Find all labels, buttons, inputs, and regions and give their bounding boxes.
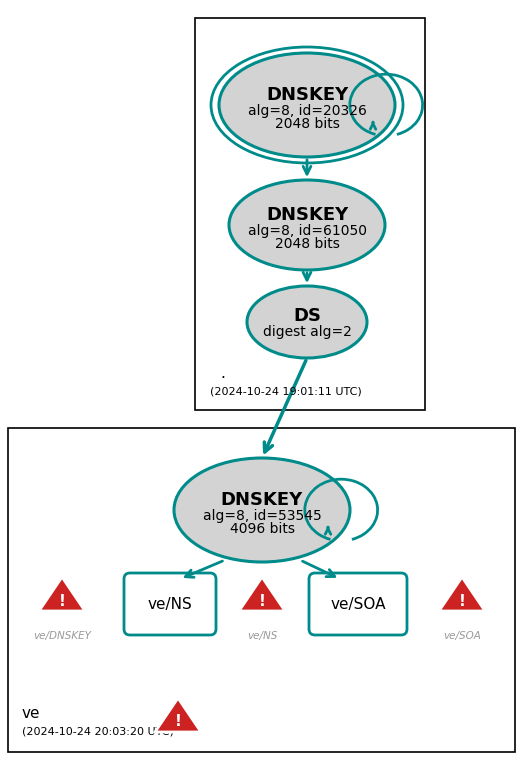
- Text: alg=8, id=20326: alg=8, id=20326: [247, 104, 367, 118]
- Text: ve/NS: ve/NS: [147, 597, 192, 611]
- Ellipse shape: [247, 286, 367, 358]
- Text: 2048 bits: 2048 bits: [275, 117, 339, 131]
- FancyBboxPatch shape: [309, 573, 407, 635]
- Text: ve/SOA: ve/SOA: [443, 631, 481, 641]
- Text: !: !: [258, 594, 266, 608]
- Text: alg=8, id=53545: alg=8, id=53545: [202, 509, 321, 523]
- Text: !: !: [175, 714, 181, 730]
- FancyBboxPatch shape: [124, 573, 216, 635]
- Text: DNSKEY: DNSKEY: [221, 491, 303, 509]
- Text: (2024-10-24 20:03:20 UTC): (2024-10-24 20:03:20 UTC): [22, 726, 174, 736]
- Ellipse shape: [219, 53, 395, 157]
- Polygon shape: [239, 577, 285, 611]
- Text: 2048 bits: 2048 bits: [275, 237, 339, 251]
- Polygon shape: [155, 698, 201, 732]
- Text: (2024-10-24 19:01:11 UTC): (2024-10-24 19:01:11 UTC): [210, 386, 362, 396]
- Text: ve/SOA: ve/SOA: [330, 597, 386, 611]
- Text: !: !: [59, 594, 65, 608]
- Polygon shape: [39, 577, 85, 611]
- Ellipse shape: [229, 180, 385, 270]
- Text: .: .: [220, 366, 225, 381]
- Text: !: !: [459, 594, 465, 608]
- Text: DS: DS: [293, 307, 321, 325]
- Bar: [195, 18, 425, 410]
- Text: ve/NS: ve/NS: [247, 631, 277, 641]
- Ellipse shape: [174, 458, 350, 562]
- Text: DNSKEY: DNSKEY: [266, 86, 348, 104]
- Text: alg=8, id=61050: alg=8, id=61050: [247, 224, 367, 238]
- Text: digest alg=2: digest alg=2: [263, 325, 351, 339]
- Text: DNSKEY: DNSKEY: [266, 206, 348, 224]
- Text: ve/DNSKEY: ve/DNSKEY: [33, 631, 91, 641]
- Polygon shape: [439, 577, 485, 611]
- Text: 4096 bits: 4096 bits: [230, 522, 294, 536]
- Bar: [8, 428, 515, 752]
- Text: ve: ve: [22, 706, 40, 721]
